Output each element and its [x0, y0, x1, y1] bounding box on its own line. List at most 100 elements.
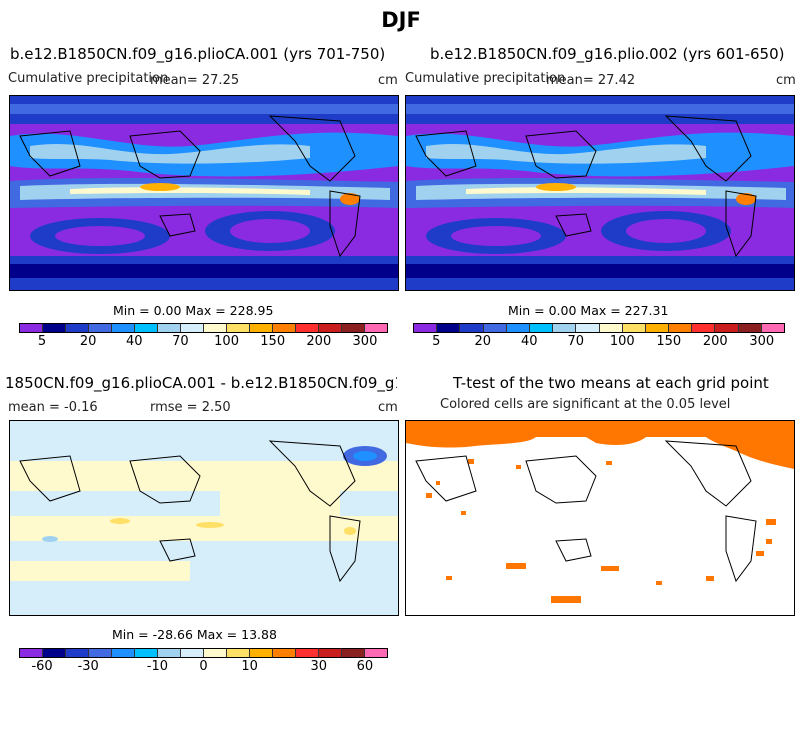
- colorbar-tick-label: 20: [474, 334, 492, 349]
- panel1-title: b.e12.B1850CN.f09_g16.plioCA.001 (yrs 70…: [10, 45, 386, 63]
- colorbar-tick-label: 10: [241, 659, 258, 674]
- panel1-colorbar: [19, 323, 388, 333]
- colorbar-tick-label: -30: [77, 659, 99, 674]
- colorbar-swatch: [273, 324, 296, 332]
- colorbar-tick-label: -60: [31, 659, 53, 674]
- colorbar-swatch: [89, 324, 112, 332]
- colorbar-swatch: [692, 324, 716, 332]
- colorbar-swatch: [761, 324, 784, 332]
- colorbar-tick-label: 100: [609, 334, 635, 349]
- colorbar-tick-label: 300: [352, 334, 378, 349]
- colorbar-tick-label: 5: [37, 334, 47, 349]
- colorbar-swatch: [158, 324, 181, 332]
- panel4-title: T-test of the two means at each grid poi…: [453, 374, 769, 392]
- colorbar-tick-label: 60: [356, 659, 374, 674]
- colorbar-swatch: [43, 649, 66, 657]
- colorbar-swatch: [112, 324, 135, 332]
- colorbar-swatch: [460, 324, 484, 332]
- colorbar-swatch: [43, 324, 66, 332]
- panel3-colorbar: [19, 648, 388, 658]
- colorbar-swatch: [89, 649, 112, 657]
- panel3-mean: mean = -0.16: [8, 400, 98, 415]
- precip-map-2: [406, 96, 794, 290]
- colorbar-tick-label: 150: [656, 334, 682, 349]
- colorbar-swatch: [622, 324, 646, 332]
- colorbar-swatch: [158, 649, 181, 657]
- panel2-colorbar-ticks: 5 20 40 70 100 150 200 300: [413, 334, 785, 350]
- colorbar-swatch: [529, 324, 554, 332]
- panel2-map: [405, 95, 795, 291]
- colorbar-swatch: [365, 649, 387, 657]
- panel1-map: [9, 95, 399, 291]
- colorbar-swatch: [20, 324, 43, 332]
- colorbar-tick-label: 150: [260, 334, 286, 349]
- panel3-minmax: Min = -28.66 Max = 13.88: [112, 627, 277, 642]
- colorbar-tick-label: 20: [79, 334, 97, 349]
- panel1-minmax: Min = 0.00 Max = 228.95: [113, 303, 274, 318]
- colorbar-swatch: [250, 649, 273, 657]
- colorbar-swatch: [319, 649, 342, 657]
- colorbar-tick-label: 30: [310, 659, 328, 674]
- colorbar-tick-label: 300: [749, 334, 775, 349]
- panel4-map: [405, 420, 795, 616]
- panel1-units: cm: [378, 73, 398, 88]
- panel3-units: cm: [378, 400, 398, 415]
- panel1-mean: mean= 27.25: [150, 73, 240, 88]
- colorbar-tick-label: 200: [702, 334, 728, 349]
- colorbar-swatch: [66, 649, 89, 657]
- panel1-colorbar-ticks: 5 20 40 70 100 150 200 300: [19, 334, 388, 350]
- colorbar-swatch: [296, 649, 319, 657]
- panel2-mean: mean= 27.42: [546, 73, 636, 88]
- colorbar-swatch: [414, 324, 438, 332]
- colorbar-swatch: [599, 324, 623, 332]
- colorbar-tick-label: 40: [126, 334, 143, 349]
- panel2-variable: Cumulative precipitation: [405, 71, 566, 86]
- colorbar-swatch: [204, 649, 227, 657]
- colorbar-swatch: [181, 649, 204, 657]
- colorbar-swatch: [715, 324, 739, 332]
- colorbar-swatch: [342, 324, 365, 332]
- difference-map: [10, 421, 398, 615]
- colorbar-swatch: [135, 649, 158, 657]
- panel2-colorbar: [413, 323, 785, 333]
- panel3-rmse: rmse = 2.50: [150, 400, 231, 415]
- colorbar-swatch: [365, 324, 387, 332]
- colorbar-swatch: [20, 649, 43, 657]
- panel3-map: [9, 420, 399, 616]
- colorbar-swatch: [319, 324, 342, 332]
- colorbar-swatch: [296, 324, 319, 332]
- panel2-units: cm: [776, 73, 796, 88]
- colorbar-swatch: [483, 324, 507, 332]
- colorbar-tick-label: 70: [172, 334, 189, 349]
- colorbar-tick-label: -10: [146, 659, 168, 674]
- panel3-colorbar-ticks: -60 -30 -10 0 10 30 60: [19, 659, 388, 675]
- colorbar-swatch: [250, 324, 273, 332]
- colorbar-swatch: [553, 324, 577, 332]
- panel2-minmax: Min = 0.00 Max = 227.31: [508, 303, 669, 318]
- colorbar-tick-label: 70: [567, 334, 585, 349]
- figure-title: DJF: [381, 8, 421, 32]
- panel2-title: b.e12.B1850CN.f09_g16.plio.002 (yrs 601-…: [430, 45, 785, 63]
- colorbar-swatch: [135, 324, 158, 332]
- colorbar-swatch: [227, 324, 250, 332]
- colorbar-swatch: [738, 324, 762, 332]
- colorbar-tick-label: 200: [306, 334, 332, 349]
- colorbar-tick-label: 40: [520, 334, 538, 349]
- colorbar-swatch: [576, 324, 600, 332]
- significance-map: [406, 421, 794, 615]
- colorbar-swatch: [437, 324, 461, 332]
- colorbar-swatch: [181, 324, 204, 332]
- colorbar-tick-label: 100: [214, 334, 239, 349]
- colorbar-swatch: [342, 649, 365, 657]
- colorbar-swatch: [273, 649, 296, 657]
- panel4-subtitle: Colored cells are significant at the 0.0…: [440, 397, 731, 412]
- precip-map-1: [10, 96, 398, 290]
- colorbar-swatch: [204, 324, 227, 332]
- colorbar-swatch: [227, 649, 250, 657]
- panel3-title: 1850CN.f09_g16.plioCA.001 - b.e12.B1850C…: [5, 374, 397, 392]
- colorbar-tick-label: 0: [199, 659, 208, 674]
- colorbar-swatch: [112, 649, 135, 657]
- colorbar-swatch: [506, 324, 530, 332]
- colorbar-swatch: [669, 324, 693, 332]
- colorbar-swatch: [66, 324, 89, 332]
